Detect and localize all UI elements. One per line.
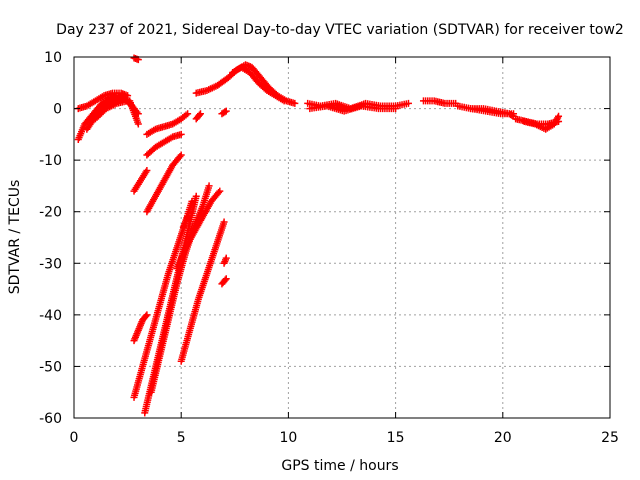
x-tick-label: 0 — [70, 430, 79, 446]
data-point — [192, 192, 200, 200]
x-tick-label: 25 — [601, 430, 619, 446]
data-point — [220, 218, 228, 226]
data-point — [195, 111, 203, 119]
data-point — [291, 99, 299, 107]
data-points — [74, 54, 563, 417]
plot-frame — [73, 56, 611, 419]
y-tick-label: -50 — [39, 359, 62, 375]
data-point — [392, 105, 400, 113]
x-tick-label: 10 — [279, 430, 297, 446]
x-tick-label: 5 — [177, 430, 186, 446]
data-point — [222, 107, 230, 115]
data-point — [143, 311, 151, 319]
data-point — [554, 114, 562, 122]
x-tick-label: 15 — [387, 430, 405, 446]
x-axis-label: GPS time / hours — [281, 458, 398, 474]
tick-labels: 0 5 10 15 20 25 10 0 -10 -20 -30 -40 -50 -60 — [39, 50, 619, 446]
x-tick-label: 20 — [494, 430, 512, 446]
y-tick-label: 0 — [53, 102, 62, 118]
data-point — [215, 189, 223, 197]
data-point — [280, 97, 288, 105]
data-point — [142, 312, 150, 320]
y-tick-label: 10 — [44, 50, 62, 66]
axis-ticks — [73, 56, 611, 419]
data-point — [176, 152, 184, 160]
data-point — [216, 187, 224, 195]
y-axis-label: SDTVAR / TECUs — [7, 180, 23, 295]
y-tick-label: -20 — [39, 205, 62, 221]
data-point — [510, 110, 518, 118]
data-point — [177, 151, 185, 159]
data-point — [184, 213, 192, 221]
data-point — [222, 254, 230, 262]
data-point — [221, 276, 229, 284]
data-point — [184, 110, 192, 118]
data-point — [177, 130, 185, 138]
data-point — [222, 275, 230, 283]
data-point — [555, 112, 563, 120]
data-point — [134, 110, 142, 118]
y-tick-label: -10 — [39, 153, 62, 169]
data-point — [205, 182, 213, 190]
chart-title: Day 237 of 2021, Sidereal Day-to-day VTE… — [56, 22, 624, 38]
data-point — [134, 120, 142, 128]
data-point — [196, 110, 204, 118]
data-point — [404, 99, 412, 107]
y-tick-label: -30 — [39, 256, 62, 272]
y-tick-label: -40 — [39, 308, 62, 324]
data-point — [221, 108, 229, 116]
data-point — [143, 166, 151, 174]
y-tick-label: -60 — [39, 411, 62, 427]
